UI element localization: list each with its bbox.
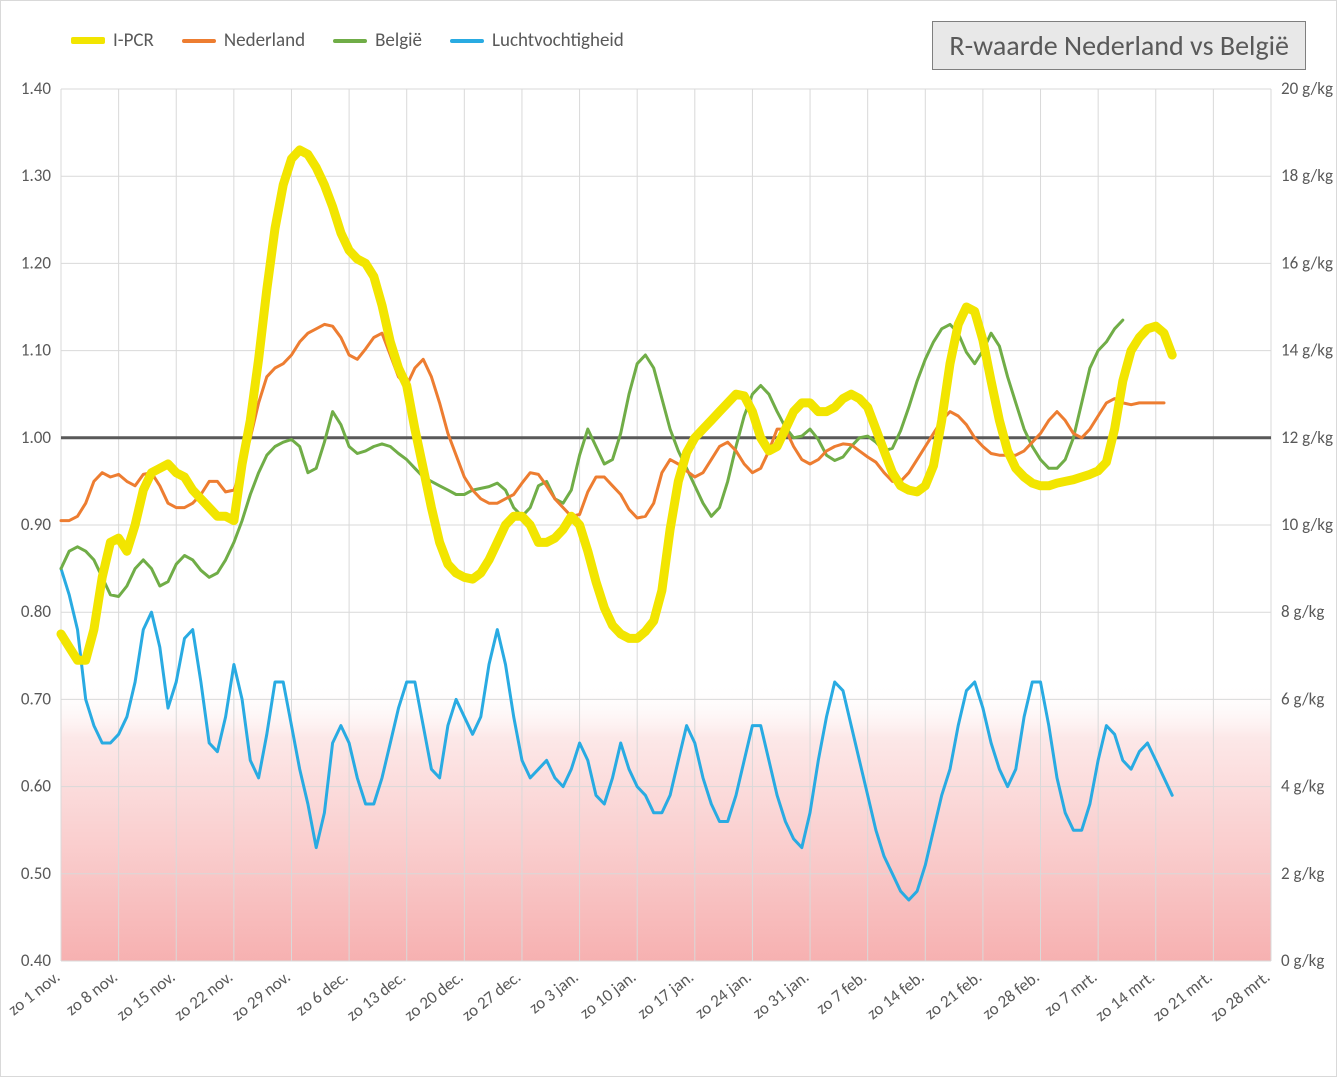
- svg-text:14 g/kg: 14 g/kg: [1281, 340, 1333, 361]
- svg-text:zo 14 feb.: zo 14 feb.: [863, 966, 928, 1024]
- svg-text:12 g/kg: 12 g/kg: [1281, 427, 1333, 448]
- svg-text:zo 7 feb.: zo 7 feb.: [812, 966, 871, 1018]
- svg-text:0.80: 0.80: [21, 601, 52, 622]
- svg-text:16 g/kg: 16 g/kg: [1281, 252, 1333, 273]
- legend-label: Luchtvochtigheid: [492, 29, 624, 52]
- svg-text:zo 15 nov.: zo 15 nov.: [112, 966, 179, 1025]
- svg-text:0.60: 0.60: [21, 776, 52, 797]
- legend-label: België: [375, 29, 422, 52]
- svg-text:zo 10 jan.: zo 10 jan.: [576, 966, 641, 1023]
- svg-text:8 g/kg: 8 g/kg: [1281, 601, 1324, 622]
- chart-svg: 0.40 0.50 0.60 0.70 0.80 0.90 1.00 1.10 1.20 1.30…: [1, 1, 1337, 1078]
- svg-text:20 g/kg: 20 g/kg: [1281, 78, 1333, 99]
- svg-text:1.00: 1.00: [21, 427, 52, 448]
- svg-text:zo 22 nov.: zo 22 nov.: [170, 966, 237, 1025]
- legend-swatch-icon: [182, 39, 216, 43]
- legend-label: I-PCR: [113, 29, 154, 52]
- legend: I-PCR Nederland België Luchtvochtigheid: [71, 29, 624, 52]
- svg-text:zo 1 nov.: zo 1 nov.: [4, 966, 64, 1019]
- svg-text:zo 7 mrt.: zo 7 mrt.: [1040, 966, 1101, 1020]
- svg-text:zo 21 mrt.: zo 21 mrt.: [1149, 966, 1217, 1025]
- svg-text:4 g/kg: 4 g/kg: [1281, 776, 1324, 797]
- svg-text:zo 14 mrt.: zo 14 mrt.: [1091, 966, 1159, 1025]
- legend-item-ipcr: I-PCR: [71, 29, 154, 52]
- svg-text:zo 24 jan.: zo 24 jan.: [691, 966, 756, 1023]
- svg-text:0.50: 0.50: [21, 863, 52, 884]
- svg-text:1.30: 1.30: [21, 165, 52, 186]
- svg-text:zo 3 jan.: zo 3 jan.: [525, 966, 583, 1018]
- svg-text:2 g/kg: 2 g/kg: [1281, 863, 1324, 884]
- svg-text:0.70: 0.70: [21, 688, 52, 709]
- svg-text:zo 20 dec.: zo 20 dec.: [400, 966, 467, 1025]
- svg-text:zo 8 nov.: zo 8 nov.: [61, 966, 121, 1019]
- svg-text:18 g/kg: 18 g/kg: [1281, 165, 1333, 186]
- svg-text:zo 21 feb.: zo 21 feb.: [921, 966, 986, 1024]
- svg-text:6 g/kg: 6 g/kg: [1281, 688, 1324, 709]
- svg-text:zo 31 jan.: zo 31 jan.: [748, 966, 813, 1023]
- legend-swatch-icon: [450, 39, 484, 43]
- svg-text:1.20: 1.20: [21, 252, 52, 273]
- chart-title: R-waarde Nederland vs België: [932, 21, 1306, 70]
- legend-item-nederland: Nederland: [182, 29, 305, 52]
- svg-text:zo 6 dec.: zo 6 dec.: [292, 966, 353, 1020]
- svg-text:1.10: 1.10: [21, 340, 52, 361]
- svg-text:0.90: 0.90: [21, 514, 52, 535]
- svg-text:zo 29 nov.: zo 29 nov.: [228, 966, 295, 1025]
- svg-text:zo 28 mrt.: zo 28 mrt.: [1206, 966, 1274, 1025]
- svg-text:10 g/kg: 10 g/kg: [1281, 514, 1333, 535]
- legend-swatch-icon: [71, 37, 105, 44]
- svg-text:1.40: 1.40: [21, 78, 52, 99]
- legend-item-belgie: België: [333, 29, 422, 52]
- legend-swatch-icon: [333, 39, 367, 43]
- legend-item-luchtvochtigheid: Luchtvochtigheid: [450, 29, 624, 52]
- svg-text:0.40: 0.40: [21, 950, 52, 971]
- chart-container: I-PCR Nederland België Luchtvochtigheid …: [0, 0, 1337, 1077]
- svg-text:zo 13 dec.: zo 13 dec.: [342, 966, 409, 1025]
- svg-text:zo 28 feb.: zo 28 feb.: [978, 966, 1043, 1024]
- svg-text:0 g/kg: 0 g/kg: [1281, 950, 1324, 971]
- svg-text:zo 17 jan.: zo 17 jan.: [633, 966, 698, 1023]
- svg-text:zo 27 dec.: zo 27 dec.: [458, 966, 525, 1025]
- legend-label: Nederland: [224, 29, 305, 52]
